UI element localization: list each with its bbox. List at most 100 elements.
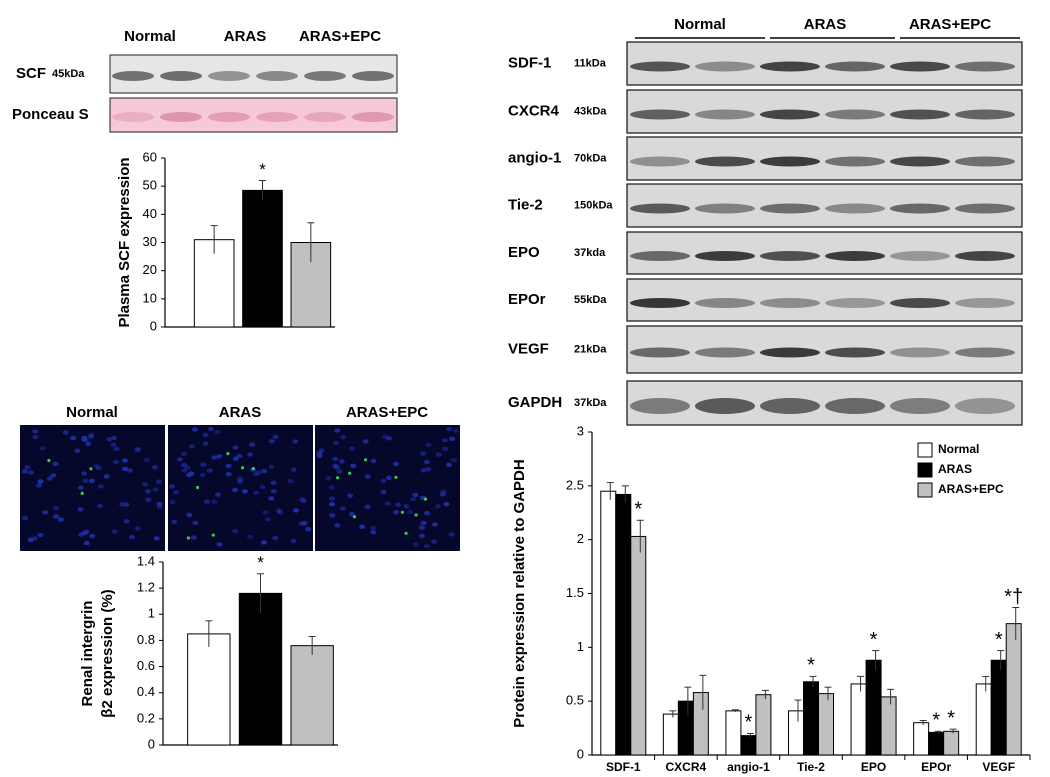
bar [803, 681, 819, 756]
y-tick-label: 2.5 [566, 477, 584, 492]
nucleus [403, 504, 410, 509]
blot-band [825, 109, 885, 120]
row-name: CXCR4 [508, 102, 560, 119]
bar [238, 592, 283, 746]
blot-band [825, 251, 885, 261]
blot-band [890, 61, 950, 72]
nucleus [204, 499, 210, 504]
nucleus [202, 441, 209, 446]
y-tick-label: 0 [577, 746, 584, 761]
y-tick-label: 2 [577, 531, 584, 546]
nucleus [272, 535, 279, 541]
stain [423, 497, 428, 501]
nucleus [215, 492, 221, 497]
row-name: SCF [16, 65, 46, 82]
legend-swatch [917, 462, 933, 478]
lane-label: ARAS [804, 16, 847, 33]
nucleus [292, 439, 299, 444]
nucleus [191, 427, 198, 432]
nucleus [214, 430, 221, 435]
blot-band [695, 298, 755, 308]
row-name: angio-1 [508, 149, 561, 166]
blot-band [160, 112, 202, 122]
blot-band [256, 112, 298, 122]
blot-band [955, 61, 1015, 72]
stain [226, 452, 230, 456]
nucleus [39, 446, 46, 451]
nucleus [176, 457, 183, 462]
nucleus [232, 445, 239, 450]
micrograph [168, 425, 313, 551]
stain [80, 491, 84, 495]
stain [211, 533, 215, 537]
nucleus [37, 479, 44, 484]
nucleus [407, 509, 414, 515]
row-name: EPOr [508, 291, 546, 308]
nucleus [270, 489, 277, 494]
nucleus [347, 493, 354, 498]
blot-band [112, 112, 154, 122]
nucleus [50, 473, 57, 478]
bar [1005, 623, 1022, 756]
row-size: 55kDa [574, 294, 607, 306]
nucleus [384, 501, 391, 506]
blot-band [160, 71, 202, 81]
nucleus [452, 428, 459, 433]
blot-band [890, 398, 950, 414]
stain [394, 475, 398, 479]
nucleus [435, 504, 441, 509]
nucleus [216, 454, 223, 459]
stain [404, 531, 408, 535]
y-tick-label: 0.6 [137, 658, 155, 673]
bar [187, 633, 231, 746]
blot-strip [626, 41, 1023, 86]
stain [352, 515, 356, 519]
nucleus [78, 532, 85, 537]
bar [677, 700, 694, 756]
y-tick-label: 10 [143, 290, 157, 305]
stain [196, 485, 200, 490]
blot-strip [626, 136, 1023, 181]
y-tick-label: 0.8 [137, 632, 155, 647]
bar [630, 535, 647, 756]
nucleus [202, 432, 209, 438]
nucleus [290, 538, 297, 544]
nucleus [305, 526, 312, 532]
y-axis-label: β2 expression (%) [99, 589, 116, 717]
nucleus [247, 452, 253, 457]
nucleus [395, 502, 402, 507]
nucleus [192, 520, 199, 526]
bar [615, 493, 632, 756]
nucleus [128, 534, 135, 540]
significance-mark: * [634, 499, 642, 521]
stain [251, 467, 255, 471]
blot-band [208, 71, 250, 81]
nucleus [85, 441, 92, 446]
nucleus [122, 466, 129, 472]
row-name: GAPDH [508, 394, 562, 411]
nucleus [290, 467, 297, 472]
nucleus [431, 522, 438, 527]
blot-band [760, 347, 820, 358]
bar [725, 710, 742, 756]
nucleus [22, 469, 28, 474]
stain [47, 458, 51, 463]
nucleus [216, 542, 223, 547]
y-axis-label: Plasma SCF expression [116, 157, 133, 327]
nucleus [268, 496, 275, 501]
significance-mark: * [259, 160, 266, 179]
lane-label: Normal [674, 16, 726, 33]
nucleus [93, 464, 100, 469]
bar [788, 710, 804, 756]
nucleus [450, 458, 457, 463]
lane-label: ARAS+EPC [299, 28, 381, 45]
nucleus [106, 437, 113, 442]
blot-band [352, 71, 394, 81]
bar [193, 239, 235, 328]
bar [880, 696, 897, 756]
nucleus [272, 434, 279, 440]
nucleus [242, 489, 248, 494]
nucleus [265, 517, 271, 522]
nucleus [32, 429, 39, 434]
blot-band [890, 298, 950, 308]
